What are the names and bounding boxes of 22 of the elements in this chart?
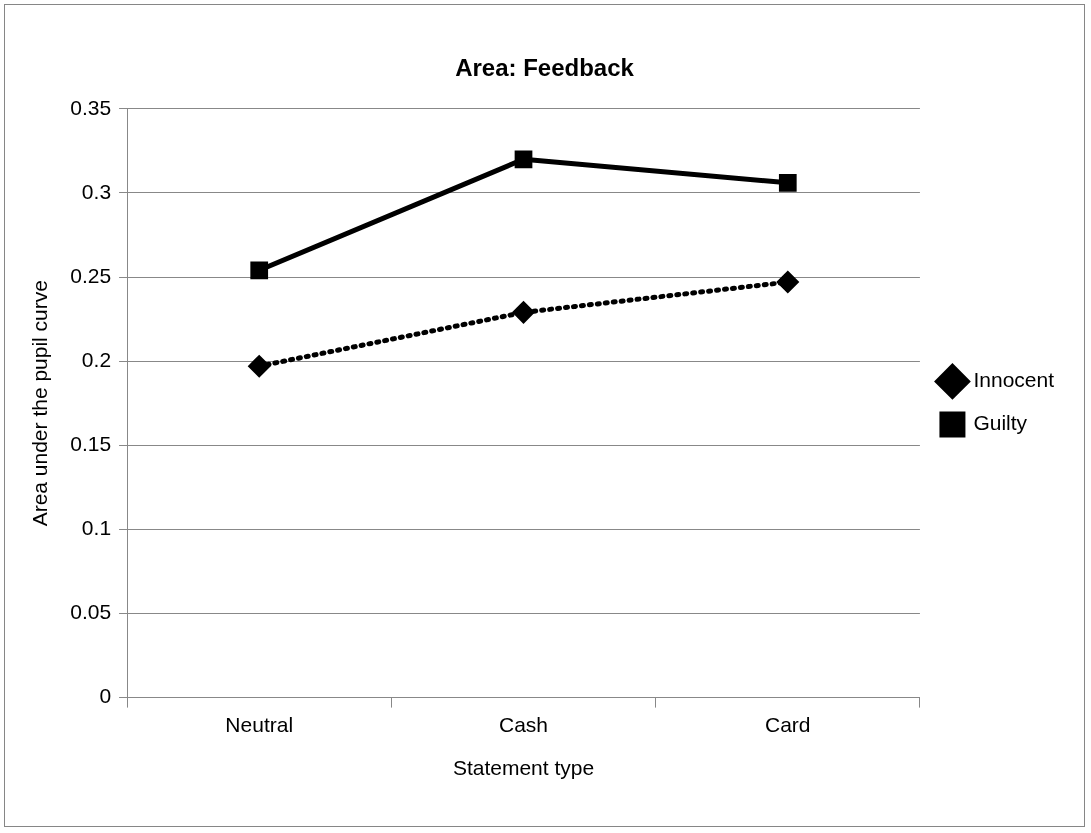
y-tick-label: 0.3 — [81, 179, 112, 203]
point — [513, 301, 534, 323]
point — [514, 150, 533, 169]
y-tick-label: 0.05 — [70, 600, 112, 624]
y-tick-label: 0.35 — [70, 95, 112, 119]
y-axis-title: Area under the pupil curve — [28, 280, 52, 527]
point — [777, 271, 799, 293]
x-axis-title: Statement type — [452, 756, 595, 780]
chart-title: Area: Feedback — [455, 54, 635, 82]
legend-label: Innocent — [973, 368, 1055, 392]
y-tick-label: 0.25 — [70, 263, 112, 287]
y-tick-label: 0.2 — [81, 347, 112, 371]
point — [248, 355, 270, 377]
x-tick-label: Neutral — [225, 713, 294, 736]
x-tick-label: Card — [765, 713, 811, 736]
y-tick-label: 0 — [99, 684, 112, 708]
point — [250, 261, 269, 280]
legend-label: Guilty — [973, 411, 1028, 435]
point — [778, 173, 797, 192]
y-tick-label: 0.1 — [81, 516, 112, 540]
x-tick-label: Cash — [498, 713, 549, 736]
y-tick-label: 0.15 — [70, 432, 112, 456]
